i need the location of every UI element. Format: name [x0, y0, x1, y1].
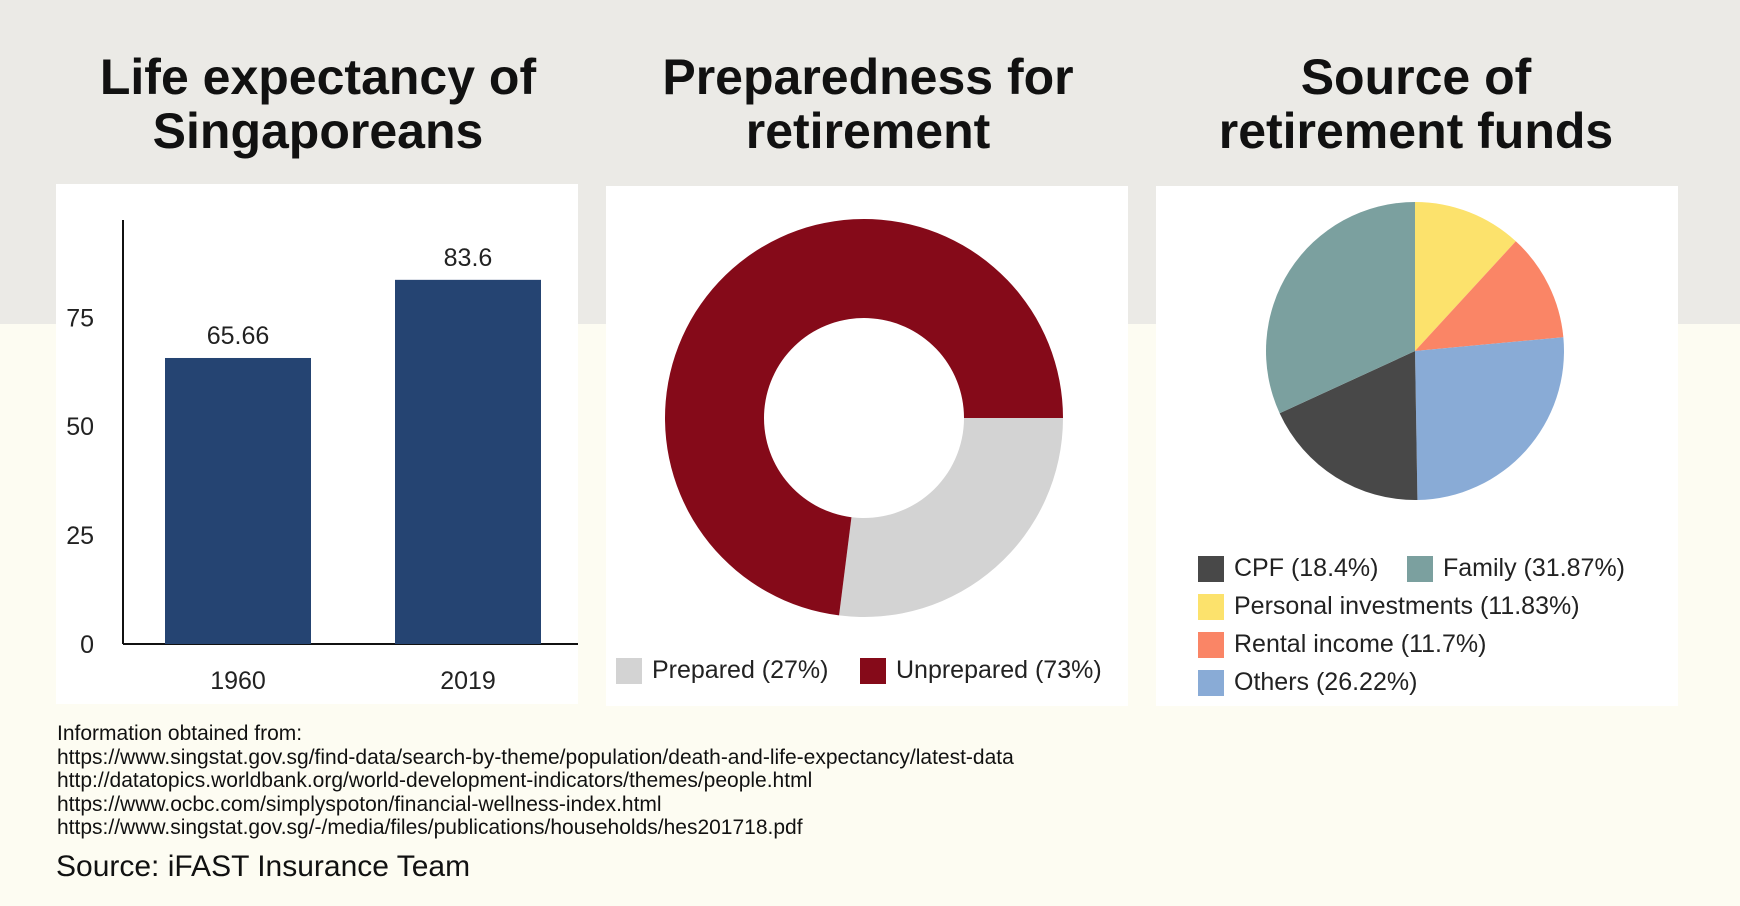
source-credit: Source: iFAST Insurance Team	[56, 850, 471, 883]
y-tick-label: 25	[66, 522, 94, 550]
source-link[interactable]: https://www.singstat.gov.sg/-/media/file…	[57, 816, 803, 839]
sources-footer: Information obtained from: https://www.s…	[57, 722, 1014, 840]
y-tick-label: 0	[80, 631, 94, 659]
donut-slice-unprepared	[665, 218, 1063, 616]
legend-label: Family (31.87%)	[1443, 554, 1625, 582]
legend-label: Rental income (11.7%)	[1234, 630, 1487, 658]
legend-item-rental-income: Rental income (11.7%)	[1198, 630, 1486, 659]
legend-item-personal-investments: Personal investments (11.83%)	[1198, 592, 1580, 621]
pie-slice-rental_income	[1415, 241, 1564, 351]
bar-value-label: 83.6	[444, 244, 493, 272]
legend-swatch	[1198, 555, 1224, 582]
bar-chart-card: 0 25 50 75 65.66 1960 83.6 2019	[56, 184, 578, 704]
legend-swatch	[860, 657, 886, 684]
donut-chart-title: Preparedness for retirement	[662, 49, 1074, 159]
legend-label: Prepared (27%)	[652, 656, 829, 684]
legend-swatch	[616, 657, 642, 684]
legend-item-unprepared: Unprepared (73%)	[860, 656, 1102, 685]
bar-value-label: 65.66	[207, 322, 270, 350]
donut-slice-prepared	[839, 418, 1063, 617]
pie-chart-title: Source of retirement funds	[1218, 49, 1614, 159]
legend-item-others: Others (26.22%)	[1198, 668, 1417, 697]
source-link[interactable]: http://datatopics.worldbank.org/world-de…	[57, 769, 813, 792]
pie-slice-personal_investments	[1415, 202, 1516, 351]
pie-slice-others	[1415, 337, 1564, 500]
source-link[interactable]: https://www.singstat.gov.sg/find-data/se…	[57, 745, 1014, 769]
y-tick-label: 75	[66, 304, 94, 332]
legend-swatch	[1198, 669, 1224, 696]
legend-label: CPF (18.4%)	[1234, 554, 1379, 582]
legend-label: Unprepared (73%)	[896, 656, 1102, 684]
legend-item-family: Family (31.87%)	[1407, 554, 1625, 583]
pie-chart-card: CPF (18.4%) Family (31.87%) Personal inv…	[1156, 186, 1678, 706]
bar-chart: 0 25 50 75 65.66 1960 83.6 2019	[66, 220, 578, 695]
source-link[interactable]: https://www.ocbc.com/simplyspoton/financ…	[57, 792, 662, 816]
pie-slice-family	[1266, 202, 1415, 414]
y-tick-label: 50	[66, 413, 94, 441]
x-tick-label: 1960	[210, 667, 266, 695]
legend-label: Personal investments (11.83%)	[1234, 592, 1580, 620]
x-tick-label: 2019	[440, 667, 496, 695]
legend-item-prepared: Prepared (27%)	[616, 656, 828, 685]
bar	[395, 279, 541, 644]
legend-item-cpf: CPF (18.4%)	[1198, 554, 1378, 583]
legend-swatch	[1407, 555, 1433, 582]
legend-swatch	[1198, 593, 1224, 620]
bar	[165, 357, 311, 644]
legend-label: Others (26.22%)	[1234, 668, 1418, 696]
donut-chart-card: Prepared (27%) Unprepared (73%)	[606, 186, 1128, 706]
pie-chart	[1266, 202, 1564, 500]
sources-intro: Information obtained from:	[57, 722, 303, 745]
pie-slice-cpf	[1279, 351, 1418, 500]
donut-chart	[665, 218, 1063, 617]
legend-swatch	[1198, 631, 1224, 658]
bar-chart-title: Life expectancy of Singaporeans	[99, 49, 537, 159]
